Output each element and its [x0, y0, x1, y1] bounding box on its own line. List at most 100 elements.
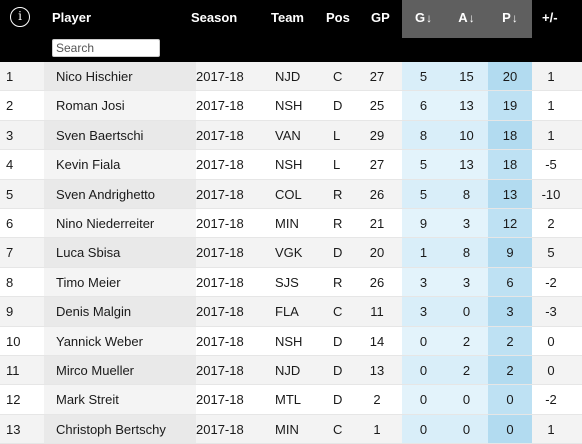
plus-minus-cell: -2 [545, 392, 557, 408]
team-cell: VGK [275, 245, 303, 261]
search-input[interactable] [52, 39, 160, 57]
plus-minus-cell: -5 [545, 157, 557, 173]
player-name-cell[interactable]: Sven Baertschi [44, 120, 196, 150]
team-cell: NSH [275, 98, 303, 114]
player-name-cell[interactable]: Christoph Bertschy [44, 414, 196, 444]
team-cell: NJD [275, 69, 301, 84]
column-header-points[interactable]: P↓ [488, 0, 532, 38]
table-row[interactable]: 9 Denis Malgin 2017-18 FLA C 11 3 0 3 -3 [0, 297, 582, 327]
player-name-cell[interactable]: Mirco Mueller [44, 355, 196, 385]
position-cell: D [333, 333, 343, 349]
games-played-cell: 21 [369, 215, 385, 231]
games-played-cell: 13 [369, 362, 385, 378]
column-header-pos[interactable]: Pos [326, 0, 356, 38]
rank-cell: 4 [6, 157, 14, 173]
table-row[interactable]: 4 Kevin Fiala 2017-18 NSH L 27 5 13 18 -… [0, 150, 582, 180]
team-cell: NSH [275, 333, 303, 349]
plus-minus-cell: 5 [547, 245, 555, 261]
goals-cell: 8 [402, 120, 445, 150]
column-header-points-label: P [502, 10, 511, 25]
column-header-player-label: Player [52, 10, 92, 25]
team-cell: NSH [275, 157, 303, 173]
table-row[interactable]: 11 Mirco Mueller 2017-18 NJD D 13 0 2 2 … [0, 355, 582, 386]
points-cell: 12 [488, 208, 532, 238]
column-header-player[interactable]: Player [52, 0, 132, 38]
goals-cell: 5 [402, 179, 445, 208]
position-cell: R [333, 274, 343, 290]
column-header-plus-minus[interactable]: +/- [542, 0, 572, 38]
table-row[interactable]: 2 Roman Josi 2017-18 NSH D 25 6 13 19 1 [0, 91, 582, 121]
table-row[interactable]: 13 Christoph Bertschy 2017-18 MIN C 1 0 … [0, 414, 582, 444]
season-cell: 2017-18 [196, 333, 244, 349]
assists-cell: 3 [445, 208, 488, 238]
games-played-cell: 29 [369, 127, 385, 143]
season-cell: 2017-18 [196, 274, 244, 290]
assists-cell: 8 [445, 179, 488, 208]
player-name-cell[interactable]: Denis Malgin [44, 297, 196, 326]
table-row[interactable]: 5 Sven Andrighetto 2017-18 COL R 26 5 8 … [0, 179, 582, 209]
player-name-cell[interactable]: Nico Hischier [44, 62, 196, 91]
player-name-cell[interactable]: Timo Meier [44, 267, 196, 297]
player-name-cell[interactable]: Sven Andrighetto [44, 179, 196, 208]
position-cell: R [333, 215, 343, 231]
points-cell: 20 [488, 62, 532, 91]
position-cell: L [333, 157, 341, 173]
plus-minus-cell: -3 [545, 304, 557, 320]
season-cell: 2017-18 [196, 157, 244, 173]
goals-cell: 0 [402, 414, 445, 444]
rank-cell: 13 [6, 421, 21, 437]
goals-cell: 5 [402, 150, 445, 179]
season-cell: 2017-18 [196, 186, 244, 202]
player-name-cell[interactable]: Kevin Fiala [44, 150, 196, 179]
season-cell: 2017-18 [196, 392, 244, 408]
position-cell: L [333, 127, 341, 143]
column-header-season[interactable]: Season [191, 0, 251, 38]
plus-minus-cell: -10 [541, 186, 561, 202]
table-body: 1 Nico Hischier 2017-18 NJD C 27 5 1 5 20… [0, 62, 582, 444]
goals-cell: 0 [402, 385, 445, 414]
column-header-assists-label: A [458, 10, 468, 25]
points-cell: 19 [488, 91, 532, 120]
column-header-assists[interactable]: A↓ [445, 0, 488, 38]
team-cell: NJD [275, 362, 301, 378]
rank-cell: 12 [6, 392, 21, 408]
column-header-gp[interactable]: GP [371, 0, 395, 38]
column-header-goals[interactable]: G↓ [402, 0, 445, 38]
points-cell: 13 [488, 179, 532, 208]
points-cell: 6 [488, 267, 532, 297]
sort-arrow-icon: ↓ [426, 11, 433, 25]
plus-minus-cell: 1 [547, 421, 555, 437]
table-row[interactable]: 3 Sven Baertschi 2017-18 VAN L 29 8 10 1… [0, 120, 582, 151]
games-played-cell: 1 [373, 421, 381, 437]
player-name-cell[interactable]: Mark Streit [44, 385, 196, 414]
plus-minus-cell: 1 [547, 98, 555, 114]
goals-cell: 3 [402, 267, 445, 297]
player-name-cell[interactable]: Roman Josi [44, 91, 196, 120]
player-name-cell[interactable]: Yannick Weber [44, 326, 196, 355]
column-header-team[interactable]: Team [271, 0, 311, 38]
position-cell: D [333, 392, 343, 408]
table-row[interactable]: 8 Timo Meier 2017-18 SJS R 26 3 3 6 -2 [0, 267, 582, 298]
team-cell: COL [275, 186, 302, 202]
games-played-cell: 26 [369, 274, 385, 290]
points-cell: 9 [488, 238, 532, 267]
table-row[interactable]: 10 Yannick Weber 2017-18 NSH D 14 0 2 2 … [0, 326, 582, 356]
table-row[interactable]: 12 Mark Streit 2017-18 MTL D 2 0 0 0 -2 [0, 385, 582, 415]
games-played-cell: 27 [369, 157, 385, 173]
table-row[interactable]: 6 Nino Niederreiter 2017-18 MIN R 21 9 3… [0, 208, 582, 239]
season-cell: 2017-18 [196, 215, 244, 231]
player-name-cell[interactable]: Nino Niederreiter [44, 208, 196, 238]
plus-minus-cell: 1 [547, 69, 555, 84]
info-icon[interactable]: i [10, 7, 30, 27]
assists-cell: 10 [445, 120, 488, 150]
position-cell: C [333, 304, 343, 320]
column-header-pos-label: Pos [326, 10, 350, 25]
season-cell: 2017-18 [196, 98, 244, 114]
table-row[interactable]: 1 Nico Hischier 2017-18 NJD C 27 5 15 20… [0, 62, 582, 92]
table-row[interactable]: 7 Luca Sbisa 2017-18 VGK D 20 1 8 9 5 [0, 238, 582, 268]
player-name-cell[interactable]: Luca Sbisa [44, 238, 196, 267]
column-header-season-label: Season [191, 10, 238, 25]
plus-minus-cell: 0 [547, 333, 555, 349]
points-cell: 0 [488, 385, 532, 414]
rank-cell: 9 [6, 304, 14, 320]
